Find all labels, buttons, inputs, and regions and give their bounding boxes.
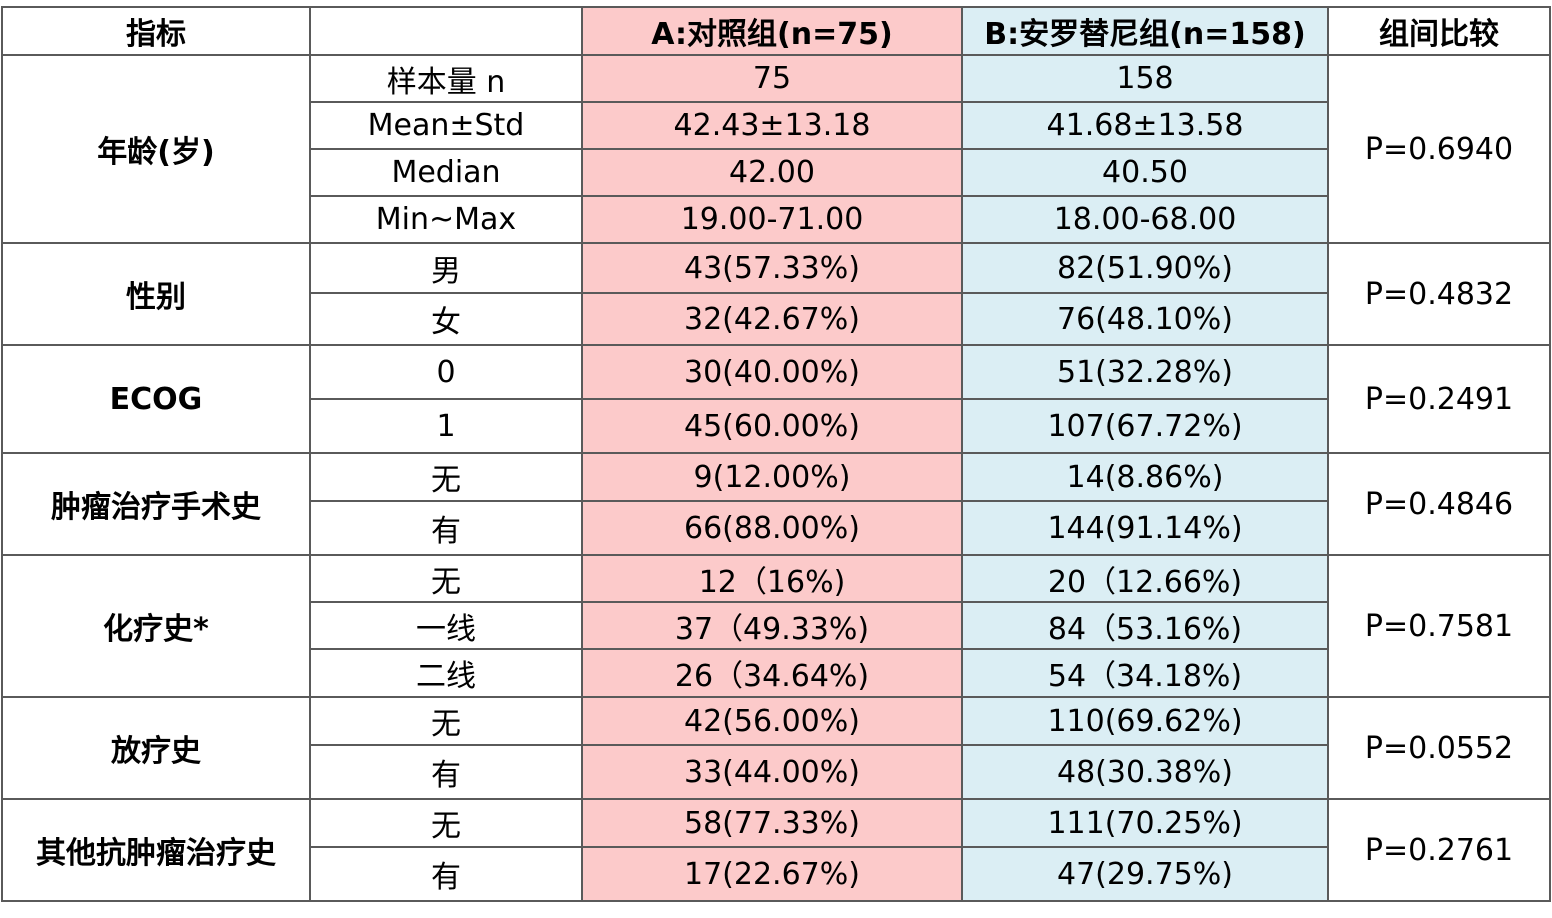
group-b-cell: 82(51.90%): [961, 242, 1329, 294]
section-label-age: 年龄(岁): [1, 54, 311, 244]
item-cell: 无: [309, 554, 583, 603]
table-row: 有 66(88.00%) 144(91.14%): [2, 500, 1550, 556]
section-label-ecog: ECOG: [1, 344, 311, 454]
item-cell: 男: [309, 242, 583, 294]
item-cell: Median: [309, 148, 583, 197]
group-b-cell: 48(30.38%): [961, 744, 1329, 800]
group-a-cell: 12（16%): [581, 554, 963, 603]
item-cell: Mean±Std: [309, 101, 583, 150]
group-a-cell: 45(60.00%): [581, 398, 963, 454]
group-a-cell: 42(56.00%): [581, 696, 963, 746]
group-b-cell: 84（53.16%): [961, 601, 1329, 650]
group-a-cell: 42.00: [581, 148, 963, 197]
p-value-age: P=0.6940: [1327, 54, 1551, 244]
group-a-cell: 26（34.64%): [581, 648, 963, 698]
item-cell: 有: [309, 500, 583, 556]
table-row: 肿瘤治疗手术史 无 9(12.00%) 14(8.86%) P=0.4846: [1, 452, 1551, 556]
header-comparison: 组间比较: [1327, 6, 1551, 56]
item-cell: 女: [309, 292, 583, 346]
group-b-cell: 41.68±13.58: [961, 101, 1329, 150]
section-label-other: 其他抗肿瘤治疗史: [1, 798, 311, 902]
group-a-cell: 58(77.33%): [581, 798, 963, 848]
group-a-cell: 33(44.00%): [581, 744, 963, 800]
item-cell: 有: [309, 744, 583, 800]
group-b-cell: 76(48.10%): [961, 292, 1329, 346]
group-a-cell: 75: [581, 54, 963, 103]
group-b-cell: 47(29.75%): [961, 846, 1329, 902]
p-value-chemo: P=0.7581: [1327, 554, 1551, 698]
header-indicator: 指标: [1, 6, 311, 56]
table-row: 有 33(44.00%) 48(30.38%): [2, 744, 1550, 800]
group-b-cell: 40.50: [961, 148, 1329, 197]
item-cell: 1: [309, 398, 583, 454]
group-b-cell: 14(8.86%): [961, 452, 1329, 502]
group-b-cell: 158: [961, 54, 1329, 103]
item-cell: 无: [309, 696, 583, 746]
header-row: 指标 A:对照组(n=75) B:安罗替尼组(n=158) 组间比较: [1, 6, 1551, 56]
item-cell: 二线: [309, 648, 583, 698]
section-label-radio: 放疗史: [1, 696, 311, 800]
baseline-characteristics-table: 指标 A:对照组(n=75) B:安罗替尼组(n=158) 组间比较 年龄(岁)…: [1, 6, 1551, 902]
item-cell: 无: [309, 452, 583, 502]
group-b-cell: 54（34.18%): [961, 648, 1329, 698]
item-cell: 一线: [309, 601, 583, 650]
group-a-cell: 43(57.33%): [581, 242, 963, 294]
group-a-cell: 42.43±13.18: [581, 101, 963, 150]
table-row: 化疗史* 无 12（16%) 20（12.66%) P=0.7581: [1, 554, 1551, 698]
p-value-sex: P=0.4832: [1327, 242, 1551, 346]
group-a-cell: 17(22.67%): [581, 846, 963, 902]
table-row: 二线 26（34.64%) 54（34.18%): [2, 648, 1550, 698]
table-row: 有 17(22.67%) 47(29.75%): [2, 846, 1550, 902]
header-group-b: B:安罗替尼组(n=158): [961, 6, 1329, 56]
group-b-cell: 111(70.25%): [961, 798, 1329, 848]
header-item: [309, 6, 583, 56]
group-a-cell: 66(88.00%): [581, 500, 963, 556]
table-row: 一线 37（49.33%) 84（53.16%): [2, 601, 1550, 650]
section-label-sex: 性别: [1, 242, 311, 346]
item-cell: Min~Max: [309, 195, 583, 244]
group-b-cell: 20（12.66%): [961, 554, 1329, 603]
table-row: 放疗史 无 42(56.00%) 110(69.62%) P=0.0552: [1, 696, 1551, 800]
item-cell: 有: [309, 846, 583, 902]
group-b-cell: 107(67.72%): [961, 398, 1329, 454]
group-a-cell: 19.00-71.00: [581, 195, 963, 244]
section-label-chemo: 化疗史*: [1, 554, 311, 698]
section-label-surgery: 肿瘤治疗手术史: [1, 452, 311, 556]
table-row: Median 42.00 40.50: [2, 148, 1550, 197]
table-row: 其他抗肿瘤治疗史 无 58(77.33%) 111(70.25%) P=0.27…: [1, 798, 1551, 902]
item-cell: 样本量 n: [309, 54, 583, 103]
group-b-cell: 51(32.28%): [961, 344, 1329, 400]
header-group-a: A:对照组(n=75): [581, 6, 963, 56]
group-a-cell: 32(42.67%): [581, 292, 963, 346]
p-value-surgery: P=0.4846: [1327, 452, 1551, 556]
table-row: Min~Max 19.00-71.00 18.00-68.00: [2, 195, 1550, 244]
table-row: 女 32(42.67%) 76(48.10%): [2, 292, 1550, 346]
group-a-cell: 9(12.00%): [581, 452, 963, 502]
group-a-cell: 37（49.33%): [581, 601, 963, 650]
group-a-cell: 30(40.00%): [581, 344, 963, 400]
p-value-other: P=0.2761: [1327, 798, 1551, 902]
item-cell: 0: [309, 344, 583, 400]
group-b-cell: 18.00-68.00: [961, 195, 1329, 244]
table-row: ECOG 0 30(40.00%) 51(32.28%) P=0.2491: [1, 344, 1551, 454]
table-row: 1 45(60.00%) 107(67.72%): [2, 398, 1550, 454]
p-value-ecog: P=0.2491: [1327, 344, 1551, 454]
table-row: 性别 男 43(57.33%) 82(51.90%) P=0.4832: [1, 242, 1551, 346]
p-value-radio: P=0.0552: [1327, 696, 1551, 800]
table-row: 年龄(岁) 样本量 n 75 158 P=0.6940: [1, 54, 1551, 244]
item-cell: 无: [309, 798, 583, 848]
group-b-cell: 110(69.62%): [961, 696, 1329, 746]
table-row: Mean±Std 42.43±13.18 41.68±13.58: [2, 101, 1550, 150]
group-b-cell: 144(91.14%): [961, 500, 1329, 556]
